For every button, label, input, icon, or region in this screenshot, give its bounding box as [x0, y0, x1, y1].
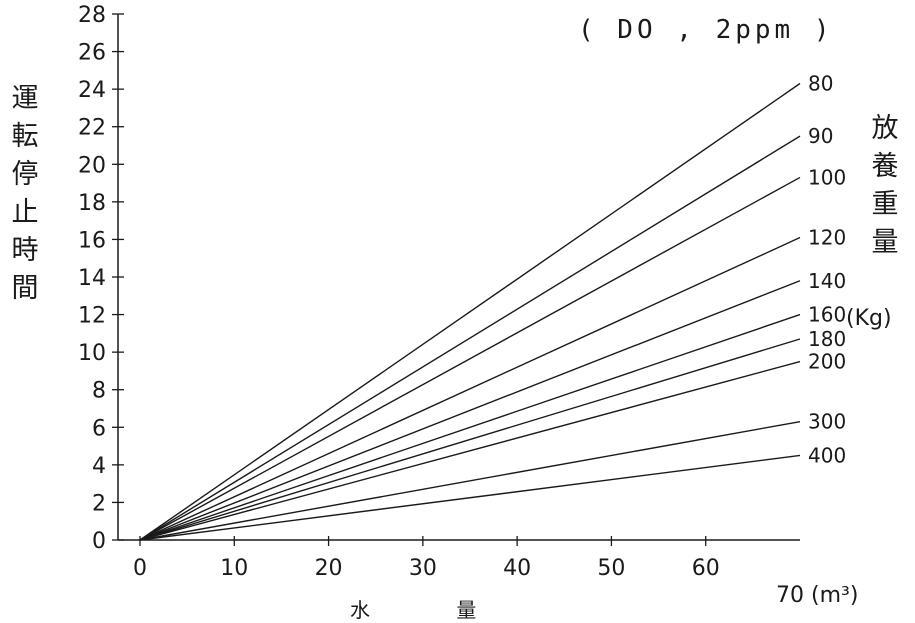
y-tick-label: 28	[78, 3, 106, 28]
y-tick-label: 20	[78, 153, 106, 178]
y-tick-label: 10	[78, 341, 106, 366]
series-label-400: 400	[808, 443, 846, 467]
x-axis-unit: 70 (m³)	[776, 583, 859, 608]
y-axis-label: 運転停止時間	[8, 80, 42, 308]
series-line-400	[139, 454, 801, 541]
legend-title: 放養重量	[868, 110, 902, 262]
legend-title-char: 放	[871, 113, 899, 144]
x-ticks: 0 10 20 30 40 50 60	[133, 536, 720, 581]
series-label-300: 300	[808, 410, 846, 434]
series-line-200	[139, 360, 801, 541]
y-tick-label: 4	[92, 454, 106, 479]
series-label-120: 120	[808, 226, 846, 250]
series-label-80: 80	[808, 72, 833, 96]
x-tick-label: 0	[133, 556, 147, 581]
x-tick-label: 10	[220, 556, 248, 581]
y-axis-label-char: 転	[11, 121, 39, 152]
series-label-160: 160	[808, 303, 846, 327]
series-label-200: 200	[808, 350, 846, 374]
condition-label: ( DO , 2ppm )	[578, 15, 834, 45]
y-tick-label: 8	[92, 379, 106, 404]
y-axis-label-char: 間	[11, 273, 39, 304]
y-tick-label: 0	[92, 529, 106, 554]
series-line-160	[139, 313, 801, 541]
y-tick-label: 14	[78, 266, 106, 291]
y-tick-label: 18	[78, 191, 106, 216]
y-axis-label-char: 止	[11, 197, 39, 228]
y-tick-label: 2	[92, 491, 106, 516]
series-label-140: 140	[808, 269, 846, 293]
y-tick-label: 16	[78, 228, 106, 253]
legend-unit: (Kg)	[846, 306, 892, 331]
series-line-180	[139, 338, 801, 541]
x-tick-label: 40	[503, 556, 531, 581]
series-line-90	[139, 135, 801, 541]
y-tick-label: 22	[78, 116, 106, 141]
y-tick-label: 24	[78, 78, 106, 103]
y-tick-label: 12	[78, 304, 106, 329]
x-tick-label: 60	[692, 556, 720, 581]
series-line-80	[139, 82, 801, 541]
series-line-300	[139, 420, 801, 541]
series-line-120	[139, 236, 801, 541]
series-line-140	[139, 280, 801, 541]
legend-title-char: 養	[871, 151, 899, 182]
y-axis-label-char: 停	[11, 159, 39, 190]
x-tick-label: 30	[409, 556, 437, 581]
chart-axes	[117, 14, 800, 541]
series-label-180: 180	[808, 327, 846, 351]
series-line-100	[139, 176, 801, 541]
series-label-100: 100	[808, 165, 846, 189]
y-axis-label-char: 時	[11, 235, 39, 266]
legend-title-char: 重	[871, 189, 899, 220]
x-axis-label: 水 量	[350, 598, 517, 622]
y-tick-label: 26	[78, 41, 106, 66]
series-lines	[139, 82, 801, 541]
y-tick-label: 6	[92, 416, 106, 441]
legend-title-char: 量	[871, 227, 899, 258]
series-label-90: 90	[808, 124, 833, 148]
x-tick-label: 20	[315, 556, 343, 581]
x-tick-label: 50	[597, 556, 625, 581]
y-axis-label-char: 運	[11, 83, 39, 114]
